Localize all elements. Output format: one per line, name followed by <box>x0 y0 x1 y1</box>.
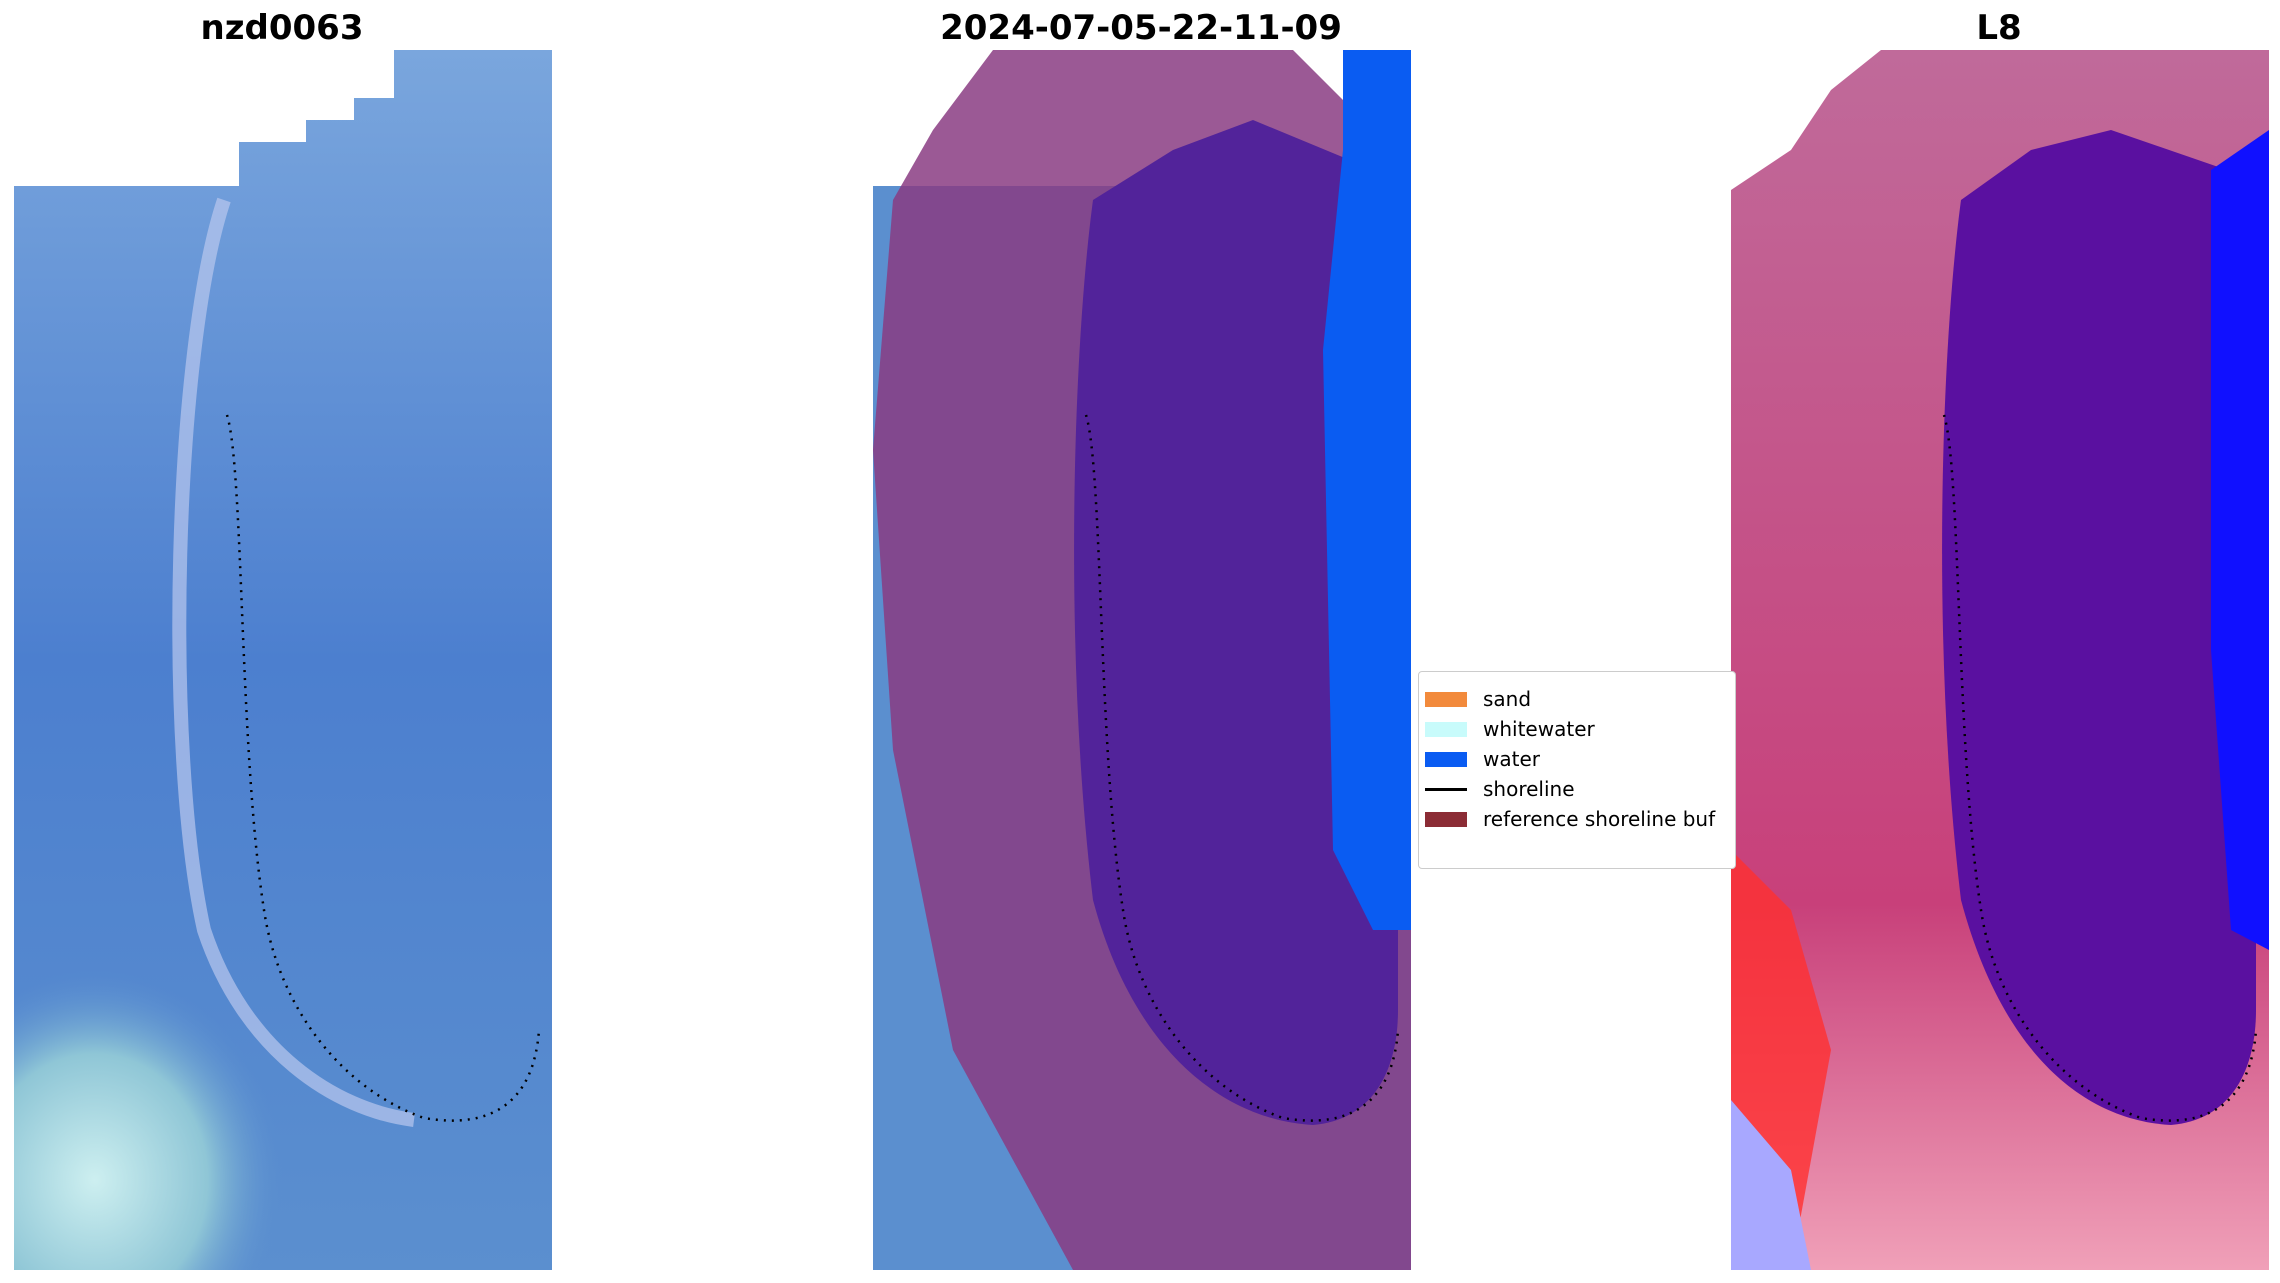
strong-water-index-area <box>2211 130 2269 950</box>
legend-label: whitewater <box>1483 717 1595 741</box>
reference-buffer-swatch <box>1425 811 1467 827</box>
index-image <box>1731 50 2269 1270</box>
legend-item-water: water <box>1425 744 1540 774</box>
legend-item-sand: sand <box>1425 684 1531 714</box>
panel-title-rgb: nzd0063 <box>200 8 364 48</box>
water-class-area <box>1323 50 1411 930</box>
water-swatch <box>1425 751 1467 767</box>
classification-image <box>873 50 1411 1270</box>
whitewater-swatch <box>1425 721 1467 737</box>
panel-title-index: L8 <box>1976 8 2022 48</box>
shallow-water-area <box>14 670 552 1270</box>
rgb-image <box>14 50 552 1270</box>
legend-label: shoreline <box>1483 777 1575 801</box>
sand-swatch <box>1425 691 1467 707</box>
legend-label: sand <box>1483 687 1532 711</box>
legend-item-shoreline: shoreline <box>1425 774 1575 804</box>
water-in-buffer-area <box>1074 120 1398 1125</box>
index-panel <box>1731 50 2269 1270</box>
shoreline-line-swatch <box>1425 787 1467 791</box>
legend-item-reference-buffer: reference shoreline buf <box>1425 804 1715 834</box>
legend-label: reference shoreline buf <box>1483 807 1716 831</box>
low-index-area <box>1731 1100 1811 1270</box>
water-index-area <box>1942 130 2256 1125</box>
legend: sand whitewater water shoreline referenc… <box>1418 671 1736 869</box>
sandbar-feature <box>172 197 415 1127</box>
rgb-image-panel <box>14 50 552 1270</box>
legend-label: water <box>1483 747 1540 771</box>
panel-title-classification: 2024-07-05-22-11-09 <box>940 8 1342 48</box>
legend-item-whitewater: whitewater <box>1425 714 1595 744</box>
classification-panel <box>873 50 1411 1270</box>
